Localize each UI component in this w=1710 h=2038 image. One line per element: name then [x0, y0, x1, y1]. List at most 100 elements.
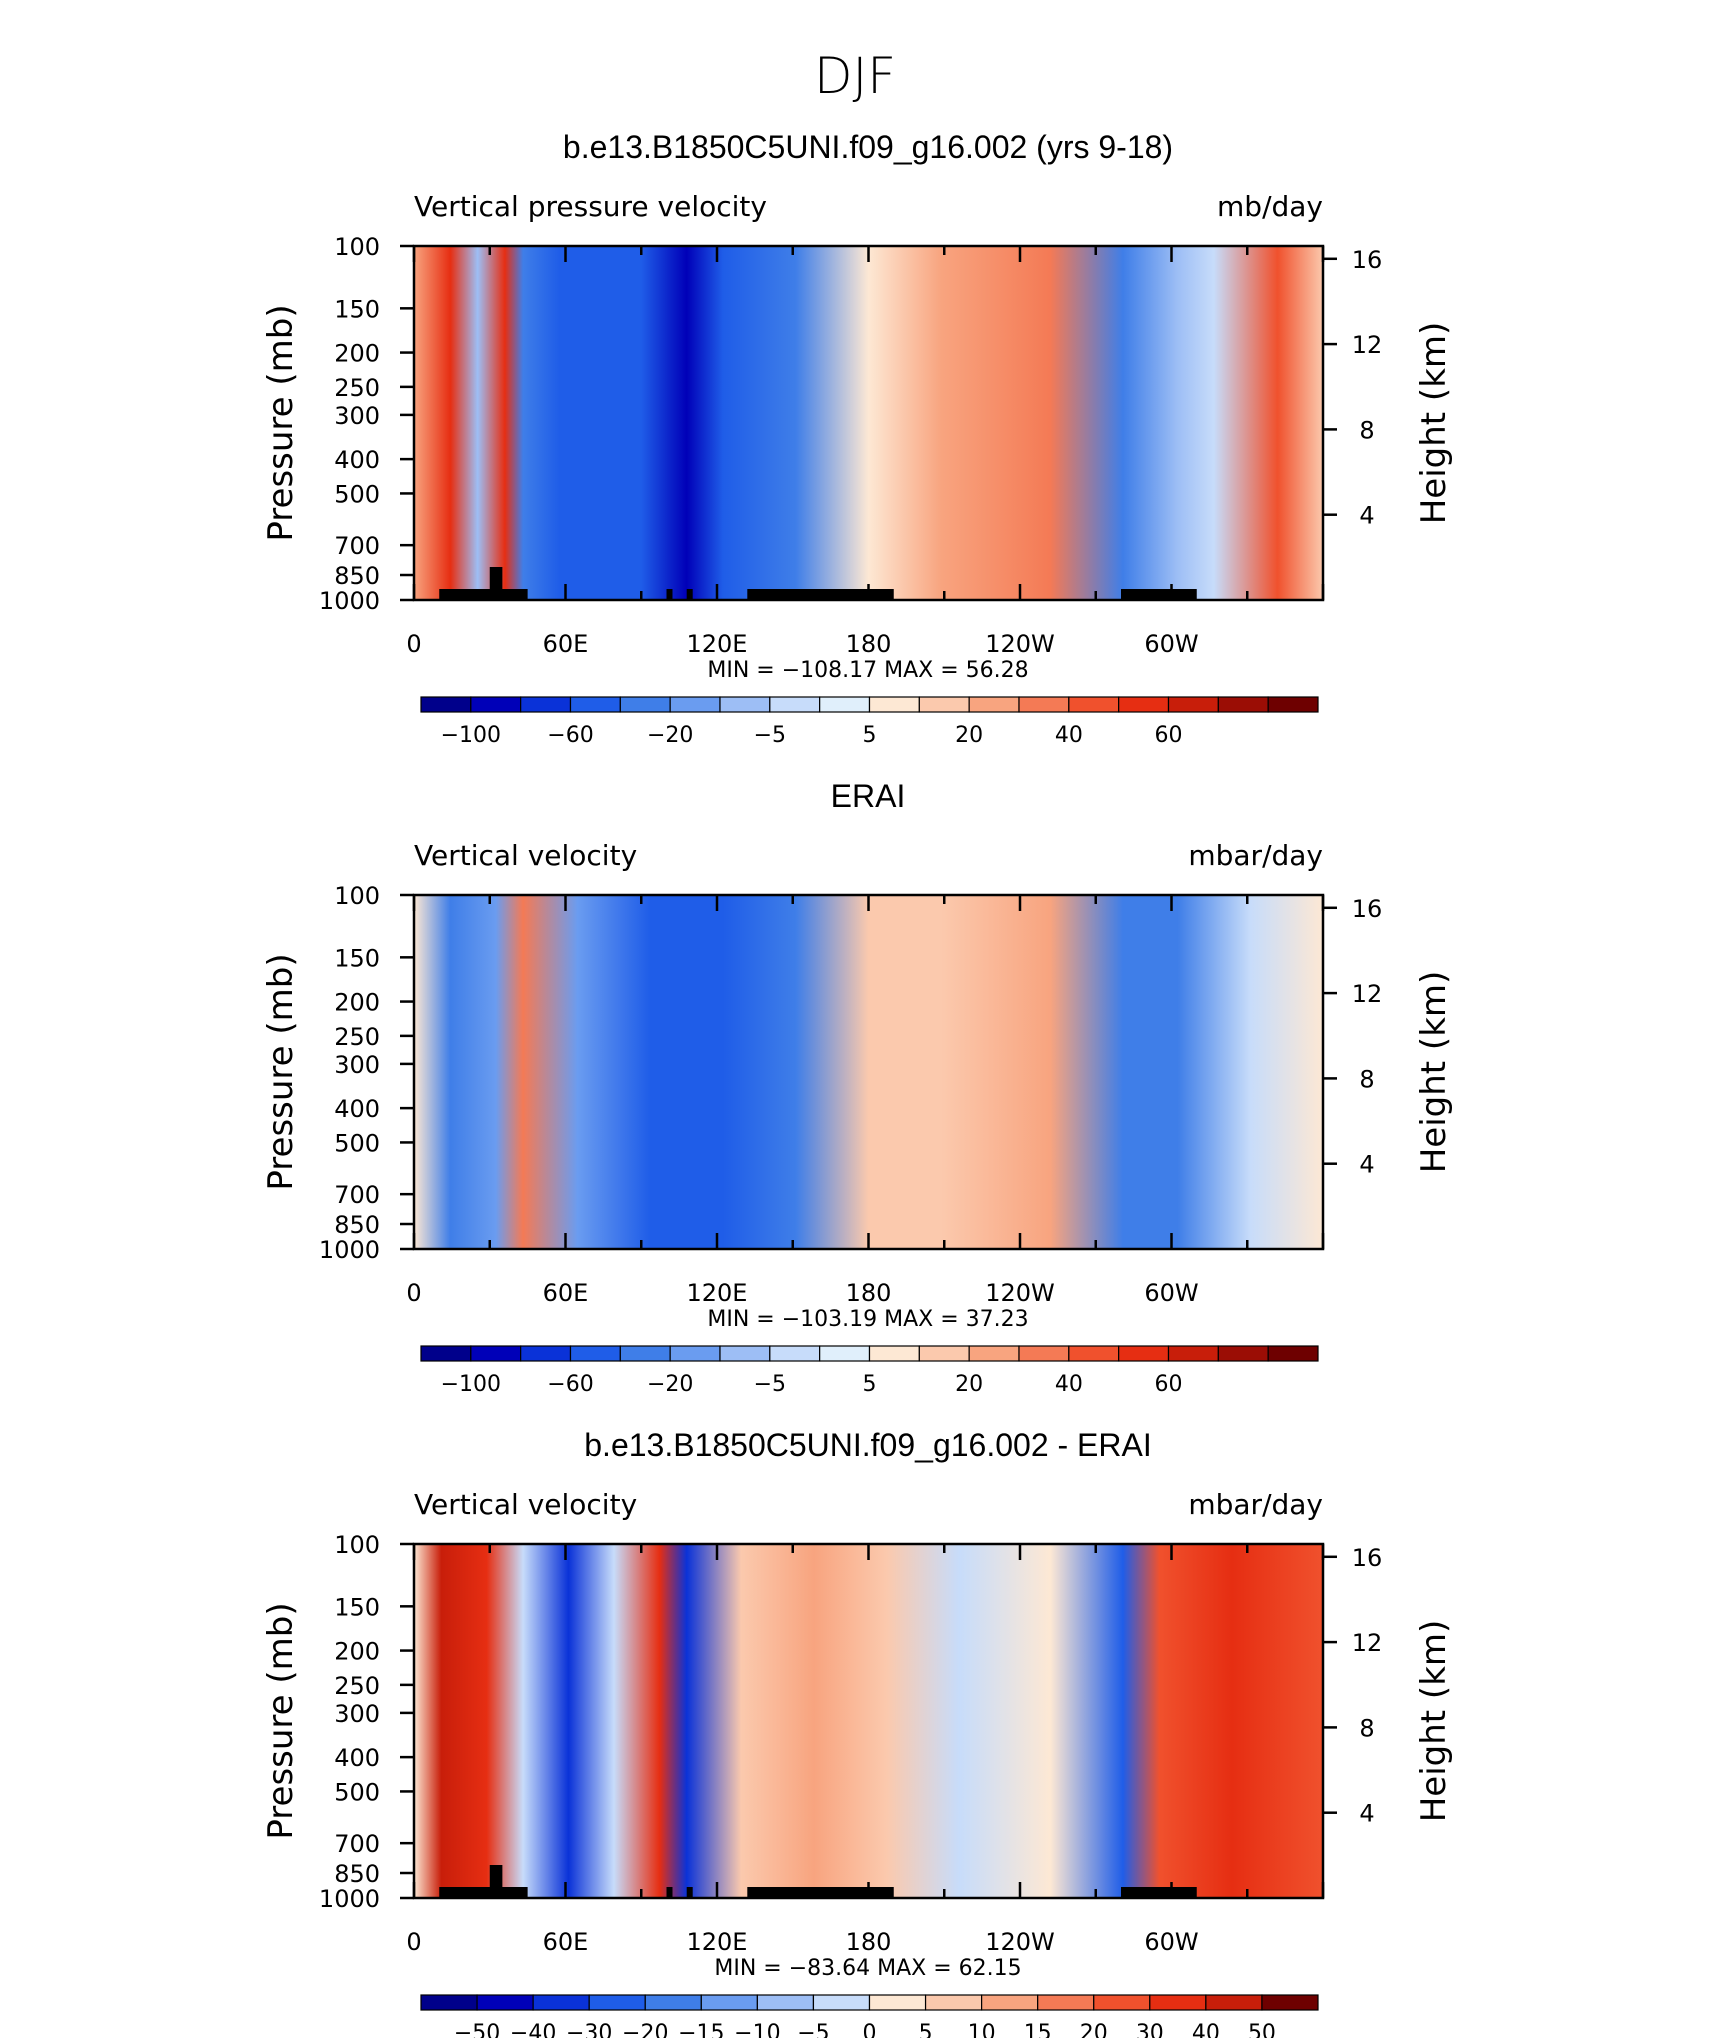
y-tick-label: 200 [334, 1638, 380, 1666]
colorbar-swatch [700, 1994, 758, 2011]
colorbar-swatch [420, 1994, 478, 2011]
y-right-tick-label: 4 [1359, 502, 1374, 530]
colorbar-swatch [769, 1345, 821, 1362]
colorbar-swatch [420, 696, 472, 713]
y-tick-label: 700 [334, 1830, 380, 1858]
y-right-tick-label: 12 [1352, 331, 1383, 359]
colorbar-label: 15 [1024, 2021, 1052, 2038]
x-tick-label: 120E [687, 630, 748, 658]
colorbar-label: 10 [968, 2021, 996, 2038]
y-tick-label: 700 [334, 532, 380, 560]
terrain-block [666, 589, 673, 600]
colorbar-swatch [1167, 696, 1219, 713]
colorbar-swatch [1267, 1345, 1319, 1362]
terrain-block [439, 589, 528, 600]
colorbar-swatch [619, 1345, 671, 1362]
colorbar-label: −20 [647, 723, 693, 748]
colorbar-swatch [1205, 1994, 1263, 2011]
x-tick-label: 0 [406, 1279, 421, 1307]
colorbar-label: 40 [1055, 723, 1083, 748]
colorbar-swatch [981, 1994, 1039, 2011]
colorbar-swatch [569, 1345, 621, 1362]
colorbar-swatch [719, 1345, 771, 1362]
variable-label: Vertical velocity [414, 1488, 637, 1521]
colorbar-label: −40 [510, 2021, 556, 2038]
y-tick-label: 250 [334, 1023, 380, 1051]
colorbar-swatch [1149, 1994, 1207, 2011]
colorbar-swatch [868, 696, 920, 713]
y-right-tick-label: 8 [1359, 1714, 1374, 1742]
x-tick-label: 60E [543, 1279, 589, 1307]
colorbar-label: −100 [441, 1372, 501, 1397]
colorbar-label: 40 [1192, 2021, 1220, 2038]
colorbar-swatch [644, 1994, 702, 2011]
y-tick-label: 500 [334, 1129, 380, 1157]
colorbar-swatch [918, 1345, 970, 1362]
min-max-label: MIN = −103.19 MAX = 37.23 [707, 1307, 1028, 1332]
colorbar-label: −50 [454, 2021, 500, 2038]
y-tick-label: 100 [334, 882, 380, 910]
colorbar: −50 −40 −30 −20 −15 −10 −5 0 5 10 15 20 30 40 50 [420, 1994, 1319, 2038]
colorbar-swatch [669, 696, 721, 713]
units-label: mbar/day [1188, 1488, 1323, 1521]
colorbar-swatch [918, 696, 970, 713]
y-tick-label: 400 [334, 1095, 380, 1123]
y-tick-label: 850 [334, 1860, 380, 1888]
terrain-block [489, 1865, 503, 1898]
colorbar-swatch [520, 1345, 572, 1362]
y-right-tick-label: 16 [1352, 895, 1383, 923]
y-tick-label: 400 [334, 1744, 380, 1772]
y-tick-label: 1000 [319, 1885, 380, 1913]
colorbar: −100 −60 −20 −5 5 20 40 60 [420, 696, 1319, 748]
y-right-tick-label: 8 [1359, 1065, 1374, 1093]
x-tick-label: 0 [406, 1928, 421, 1956]
y-tick-label: 200 [334, 989, 380, 1017]
y-right-tick-label: 8 [1359, 416, 1374, 444]
terrain-block [666, 1887, 673, 1898]
colorbar-swatch [1261, 1994, 1319, 2011]
colorbar-swatch [819, 696, 871, 713]
x-tick-label: 120E [687, 1279, 748, 1307]
terrain-block [489, 567, 503, 600]
colorbar-swatch [924, 1994, 983, 2011]
colorbar-label: 5 [863, 1372, 877, 1397]
colorbar-swatch [520, 696, 572, 713]
colorbar-swatch [819, 1345, 871, 1362]
panel-title: ERAI [831, 778, 906, 814]
y-tick-label: 850 [334, 1211, 380, 1239]
y-right-tick-label: 4 [1359, 1151, 1374, 1179]
colorbar-label: 50 [1248, 2021, 1276, 2038]
colorbar-swatch [968, 1345, 1020, 1362]
terrain-block [747, 1887, 894, 1898]
y-tick-label: 1000 [319, 1236, 380, 1264]
y-right-tick-label: 12 [1352, 980, 1383, 1008]
colorbar-label: 20 [1080, 2021, 1108, 2038]
colorbar-swatch [1037, 1994, 1095, 2011]
colorbar-label: 0 [863, 2021, 877, 2038]
x-tick-label: 120E [687, 1928, 748, 1956]
colorbar-swatch [1217, 1345, 1269, 1362]
colorbar-swatch [1093, 1994, 1151, 2011]
colorbar-swatch [1068, 696, 1120, 713]
y-axis-title: Pressure (mb) [261, 304, 301, 541]
panel-title: b.e13.B1850C5UNI.f09_g16.002 - ERAI [584, 1427, 1151, 1463]
variable-label: Vertical velocity [414, 839, 637, 872]
x-tick-label: 0 [406, 630, 421, 658]
y-tick-label: 400 [334, 446, 380, 474]
colorbar-swatch [968, 696, 1020, 713]
colorbar-swatch [769, 696, 821, 713]
y-tick-label: 250 [334, 1672, 380, 1700]
terrain-block [686, 1887, 693, 1898]
y-right-tick-label: 12 [1352, 1629, 1383, 1657]
colorbar-swatch [1068, 1345, 1120, 1362]
x-tick-label: 120W [985, 1279, 1055, 1307]
x-tick-label: 120W [985, 630, 1055, 658]
colorbar-swatch [1018, 696, 1070, 713]
x-tick-label: 60W [1144, 1928, 1198, 1956]
y-tick-label: 250 [334, 374, 380, 402]
units-label: mb/day [1217, 190, 1323, 223]
colorbar-label: −5 [754, 1372, 786, 1397]
colorbar-swatch [470, 696, 522, 713]
colorbar-swatch [1118, 1345, 1170, 1362]
colorbar-label: −20 [647, 1372, 693, 1397]
